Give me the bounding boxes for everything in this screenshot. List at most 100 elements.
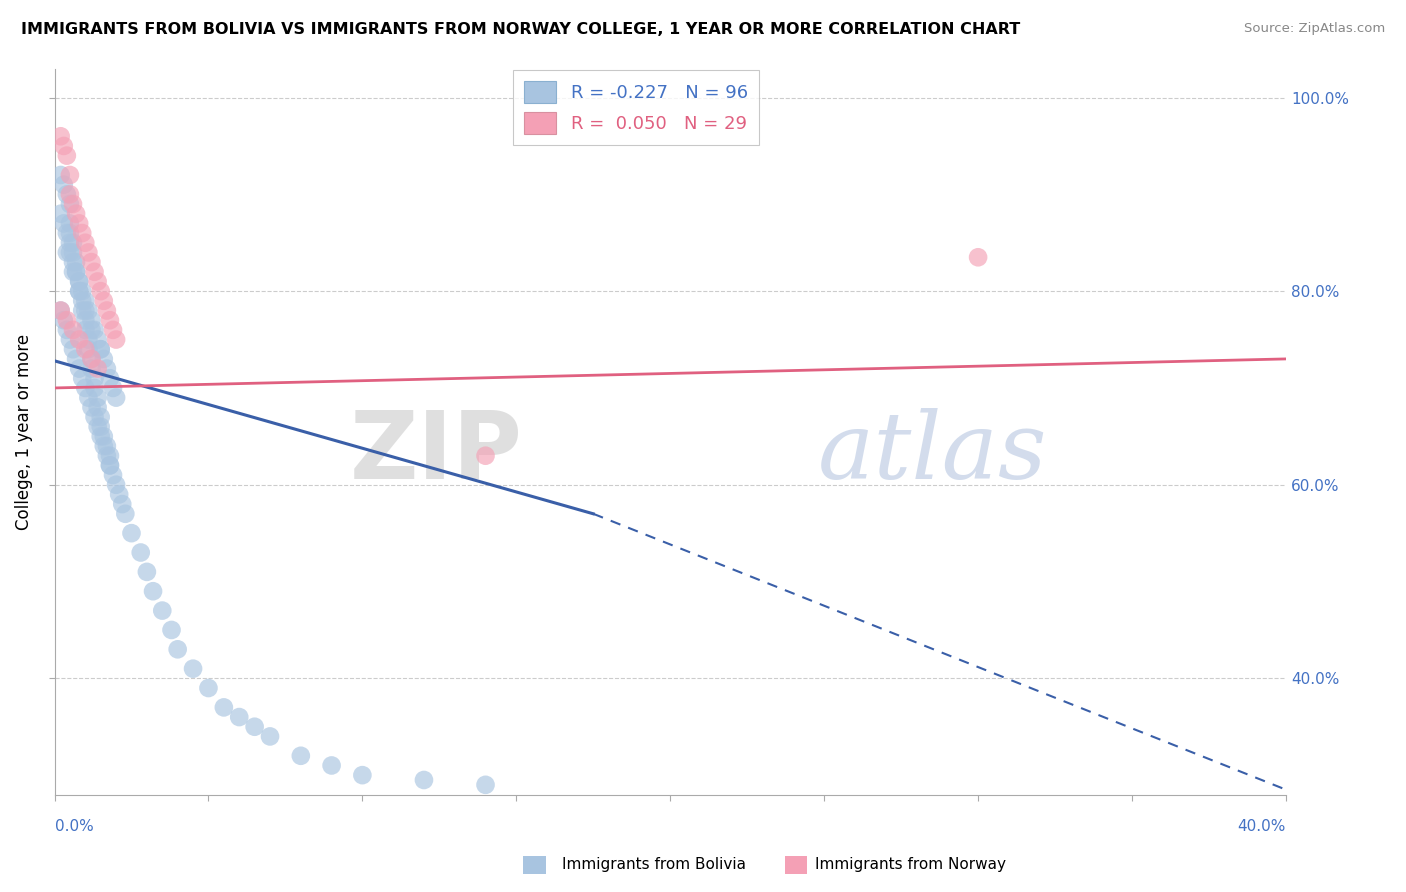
Point: [59, 216, 82, 230]
Point: [49, 168, 72, 182]
Point: [52, 178, 75, 192]
Point: [59, 235, 82, 250]
Point: [56, 313, 79, 327]
Point: [65, 265, 87, 279]
Point: [228, 710, 250, 724]
Point: [86, 275, 108, 289]
Point: [80, 255, 103, 269]
Point: [80, 401, 103, 415]
Point: [259, 730, 281, 744]
Point: [83, 371, 105, 385]
Point: [105, 477, 128, 491]
Point: [59, 168, 82, 182]
Point: [65, 351, 87, 366]
Point: [62, 245, 84, 260]
Point: [67, 275, 90, 289]
Point: [212, 700, 235, 714]
Point: [62, 197, 84, 211]
Point: [49, 303, 72, 318]
Point: [129, 545, 152, 559]
Point: [52, 313, 75, 327]
Point: [65, 255, 87, 269]
Point: [86, 401, 108, 415]
Legend: R = -0.227   N = 96, R =  0.050   N = 29: R = -0.227 N = 96, R = 0.050 N = 29: [513, 70, 759, 145]
Point: [413, 772, 436, 787]
Point: [67, 284, 90, 298]
Point: [56, 226, 79, 240]
Point: [290, 748, 312, 763]
Point: [56, 187, 79, 202]
Point: [98, 458, 121, 473]
Text: Immigrants from Bolivia: Immigrants from Bolivia: [562, 857, 747, 872]
Text: 0.0%: 0.0%: [55, 819, 93, 834]
Point: [96, 361, 118, 376]
Point: [96, 303, 118, 318]
Point: [90, 343, 112, 357]
Point: [80, 351, 103, 366]
Point: [474, 449, 496, 463]
Point: [62, 323, 84, 337]
Point: [96, 449, 118, 463]
Point: [83, 381, 105, 395]
Point: [67, 284, 90, 298]
Point: [65, 207, 87, 221]
Point: [90, 419, 112, 434]
Point: [62, 235, 84, 250]
Point: [67, 333, 90, 347]
Point: [80, 361, 103, 376]
Point: [86, 333, 108, 347]
Point: [105, 333, 128, 347]
Point: [121, 526, 143, 541]
Point: [114, 507, 136, 521]
Text: ZIP: ZIP: [350, 408, 523, 500]
Point: [59, 245, 82, 260]
Point: [70, 284, 93, 298]
Point: [77, 303, 100, 318]
Point: [98, 458, 121, 473]
Point: [86, 419, 108, 434]
Point: [75, 303, 97, 318]
Point: [83, 323, 105, 337]
Point: [108, 487, 131, 501]
Point: [52, 216, 75, 230]
Point: [59, 187, 82, 202]
Point: [77, 343, 100, 357]
Point: [93, 439, 115, 453]
Point: [70, 371, 93, 385]
Point: [111, 497, 134, 511]
Text: Source: ZipAtlas.com: Source: ZipAtlas.com: [1244, 22, 1385, 36]
Point: [67, 216, 90, 230]
Point: [75, 381, 97, 395]
Point: [70, 226, 93, 240]
Point: [59, 226, 82, 240]
Point: [56, 323, 79, 337]
Point: [90, 343, 112, 357]
Point: [65, 265, 87, 279]
Text: 40.0%: 40.0%: [1237, 819, 1286, 834]
Point: [77, 391, 100, 405]
Point: [56, 245, 79, 260]
Point: [101, 468, 124, 483]
Point: [93, 293, 115, 308]
Point: [49, 303, 72, 318]
Text: atlas: atlas: [818, 409, 1047, 499]
Point: [98, 449, 121, 463]
Point: [321, 758, 343, 772]
Point: [75, 323, 97, 337]
Point: [96, 439, 118, 453]
Point: [67, 361, 90, 376]
Point: [62, 343, 84, 357]
Point: [75, 343, 97, 357]
Point: [90, 284, 112, 298]
Point: [49, 129, 72, 144]
Point: [77, 333, 100, 347]
Point: [181, 662, 204, 676]
Point: [56, 148, 79, 162]
Point: [101, 323, 124, 337]
Point: [75, 235, 97, 250]
Point: [80, 313, 103, 327]
Point: [166, 642, 188, 657]
Point: [62, 265, 84, 279]
Y-axis label: College, 1 year or more: College, 1 year or more: [15, 334, 32, 530]
Point: [150, 604, 173, 618]
